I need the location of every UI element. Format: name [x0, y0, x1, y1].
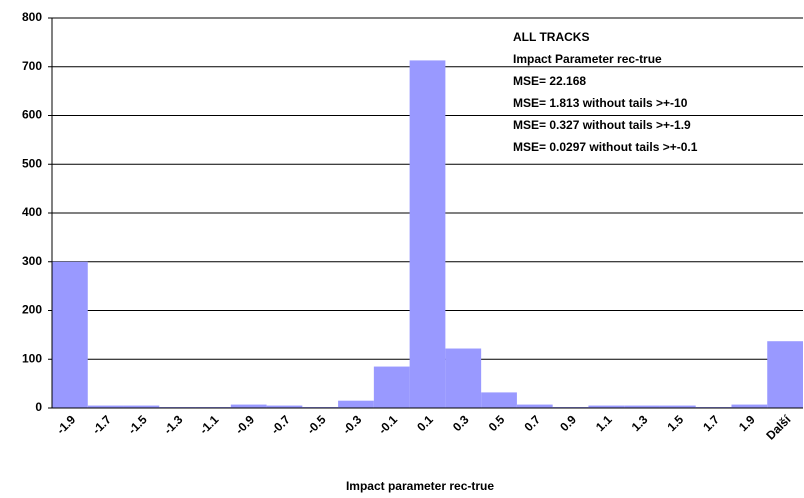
x-tick-label: -0.5	[304, 412, 329, 437]
x-tick-label: -0.1	[376, 412, 401, 437]
x-tick-label: -1.3	[161, 412, 186, 437]
x-tick-label: -1.1	[197, 412, 222, 437]
bar	[731, 404, 768, 408]
x-tick-label: 0.3	[450, 412, 472, 434]
x-tick-label: 1.9	[736, 412, 758, 434]
annotation: MSE= 0.327 without tails >+-1.9	[513, 118, 691, 132]
bar	[481, 392, 517, 408]
x-tick-label: -0.9	[233, 412, 258, 437]
annotation: MSE= 1.813 without tails >+-10	[513, 96, 688, 110]
bar	[87, 405, 124, 408]
bar	[659, 405, 696, 408]
bar	[588, 405, 625, 408]
bar	[767, 341, 803, 408]
y-tick-label: 400	[22, 205, 42, 219]
annotation: MSE= 22.168	[513, 74, 586, 88]
y-tick-label: 300	[22, 254, 42, 268]
x-tick-label: 1.7	[700, 412, 722, 434]
annotation: MSE= 0.0297 without tails >+-0.1	[513, 140, 698, 154]
x-tick-label: -1.7	[89, 412, 114, 437]
x-tick-label: -1.9	[54, 412, 79, 437]
bar	[230, 404, 267, 408]
x-tick-label: Další	[763, 412, 794, 443]
bar	[338, 400, 374, 408]
bar	[373, 366, 410, 408]
y-tick-label: 100	[22, 351, 42, 365]
bar	[445, 348, 482, 408]
bar	[266, 405, 303, 408]
x-tick-label: 1.1	[593, 412, 615, 434]
x-tick-label: -1.5	[125, 412, 150, 437]
x-tick-label: 1.5	[664, 412, 686, 434]
x-tick-label: -0.7	[268, 412, 293, 437]
x-tick-label: 1.3	[629, 412, 651, 434]
bar	[52, 261, 88, 408]
x-tick-label: -0.3	[340, 412, 365, 437]
x-tick-label: 0.1	[414, 412, 436, 434]
y-tick-label: 700	[22, 59, 42, 73]
x-tick-label: 0.5	[486, 412, 508, 434]
y-tick-label: 200	[22, 303, 42, 317]
bar	[624, 405, 660, 408]
x-tick-label: 0.7	[521, 412, 543, 434]
x-axis-label: Impact parameter rec-true	[346, 479, 494, 493]
x-tick-label: 0.9	[557, 412, 579, 434]
y-tick-label: 0	[35, 400, 42, 414]
bar	[123, 405, 160, 408]
y-tick-label: 500	[22, 156, 42, 170]
annotation: Impact Parameter rec-true	[513, 52, 662, 66]
y-tick-label: 600	[22, 108, 42, 122]
bar	[516, 404, 553, 408]
y-tick-label: 800	[22, 10, 42, 24]
annotation: ALL TRACKS	[513, 30, 589, 44]
bar	[409, 60, 446, 408]
